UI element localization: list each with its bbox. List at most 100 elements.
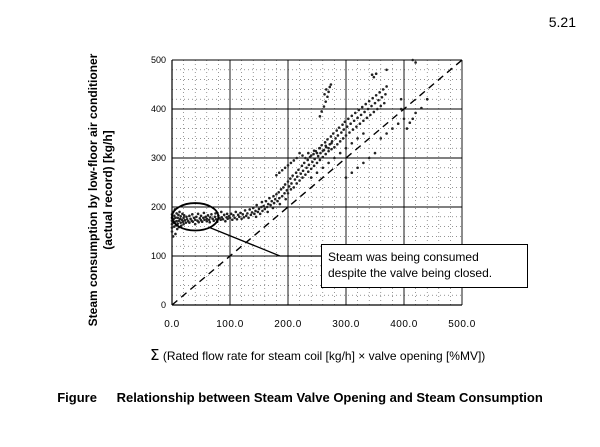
data-point: [341, 137, 345, 140]
data-point: [272, 201, 276, 205]
data-point: [324, 100, 328, 103]
data-point: [250, 211, 254, 214]
data-point: [411, 58, 415, 62]
data-point: [174, 232, 177, 236]
figure-caption: Figure Relationship between Steam Valve …: [0, 390, 600, 405]
x-tick-label: 500.0: [448, 319, 476, 330]
data-point: [261, 209, 264, 213]
data-point: [175, 219, 178, 223]
data-point: [185, 217, 189, 221]
data-point: [330, 142, 333, 145]
data-point: [287, 185, 291, 188]
data-point: [374, 93, 378, 97]
data-point: [294, 171, 298, 174]
data-point: [286, 180, 290, 183]
annotation-leader-line: [209, 226, 321, 257]
data-point: [334, 137, 337, 140]
x-axis-label-text: (Rated flow rate for steam coil [kg/h] ×…: [162, 349, 486, 363]
y-tick-labels: 0 100 200 300 400 500: [151, 55, 166, 310]
data-points: [170, 58, 429, 238]
data-point: [369, 113, 372, 117]
data-point: [337, 126, 341, 129]
data-point: [200, 220, 204, 223]
data-point: [233, 216, 236, 220]
data-point: [251, 206, 255, 210]
data-point: [170, 230, 174, 233]
data-point: [207, 218, 211, 222]
data-point: [198, 216, 202, 220]
data-point: [177, 219, 181, 223]
data-point: [358, 122, 362, 125]
data-point: [340, 131, 343, 134]
data-point: [408, 121, 412, 125]
data-point: [184, 221, 188, 224]
data-point: [350, 171, 354, 174]
data-point: [181, 212, 184, 216]
data-point: [385, 68, 388, 72]
data-point: [363, 110, 366, 114]
data-point: [235, 217, 239, 221]
data-point: [213, 215, 217, 219]
data-point: [301, 176, 304, 179]
data-point: [289, 188, 293, 191]
y-tick-label: 100: [151, 251, 166, 261]
data-point: [356, 166, 359, 170]
data-point: [362, 132, 365, 135]
data-point: [367, 99, 371, 103]
data-point: [399, 97, 403, 101]
data-point: [327, 146, 330, 150]
data-point: [202, 216, 205, 220]
data-point: [229, 212, 233, 216]
data-point: [307, 151, 310, 155]
data-point: [253, 212, 256, 216]
data-point: [279, 188, 283, 191]
data-point: [357, 108, 361, 112]
data-point: [220, 210, 223, 214]
data-point: [185, 215, 188, 219]
data-point: [242, 215, 246, 219]
data-point: [221, 217, 225, 221]
annotation-text-line-2: despite the valve being closed.: [328, 266, 493, 280]
data-point: [286, 191, 290, 195]
data-point: [260, 200, 264, 204]
data-point: [203, 218, 206, 222]
data-point: [352, 119, 356, 123]
data-point: [181, 220, 185, 223]
data-point: [292, 186, 296, 189]
y-axis-label: Steam consumption by low-floor air condi…: [86, 53, 115, 327]
annotation-text-line-1: Steam was being consumed: [328, 250, 479, 264]
data-point: [196, 212, 200, 216]
data-point: [360, 105, 364, 109]
data-point: [396, 122, 400, 125]
data-point: [177, 213, 180, 217]
data-point: [384, 93, 387, 96]
data-point: [283, 183, 287, 186]
data-point: [176, 222, 180, 225]
data-point: [330, 147, 333, 151]
data-point: [199, 214, 203, 218]
data-point: [374, 72, 378, 76]
data-point: [327, 161, 330, 165]
data-point: [226, 217, 229, 221]
data-point: [273, 197, 277, 201]
data-point: [178, 210, 181, 214]
data-point: [324, 144, 328, 148]
data-point: [324, 88, 328, 91]
data-point: [175, 227, 179, 231]
data-point: [298, 151, 301, 155]
data-point: [362, 119, 365, 123]
data-point: [323, 93, 326, 96]
data-point: [173, 214, 176, 218]
x-tick-label: 300.0: [332, 319, 360, 330]
data-point: [331, 132, 335, 135]
data-point: [295, 182, 299, 185]
x-tick-label: 100.0: [216, 319, 244, 330]
data-point: [336, 142, 339, 146]
data-point: [414, 111, 417, 115]
data-point: [204, 215, 207, 219]
data-point: [313, 157, 316, 161]
data-point: [301, 154, 304, 157]
data-point: [309, 167, 313, 171]
data-point: [197, 220, 200, 224]
data-point: [191, 213, 194, 216]
